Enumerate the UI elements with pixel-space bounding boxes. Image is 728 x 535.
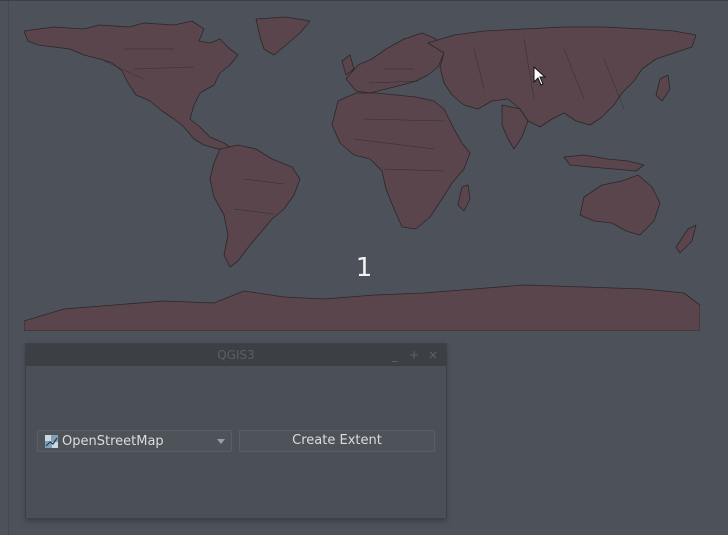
dialog-title: QGIS3	[217, 348, 255, 362]
mouse-cursor-icon	[533, 66, 547, 86]
layer-select-value: OpenStreetMap	[62, 433, 164, 449]
australia-shape	[579, 174, 661, 236]
indonesia-shape	[563, 154, 645, 172]
north-america-shape	[24, 20, 239, 156]
chevron-down-icon[interactable]	[217, 439, 225, 444]
antarctica-shape	[24, 284, 700, 331]
minimize-icon[interactable]: _	[392, 348, 398, 362]
asia-shape	[427, 26, 697, 128]
japan-shape	[655, 74, 671, 102]
layer-select[interactable]: OpenStreetMap	[37, 430, 232, 452]
greenland-shape	[255, 16, 311, 56]
close-icon[interactable]: ×	[428, 348, 439, 362]
world-map[interactable]	[24, 9, 700, 331]
africa-shape	[331, 92, 471, 230]
osm-layer-icon	[45, 434, 58, 448]
dialog-titlebar[interactable]: QGIS3 _ + ×	[26, 344, 446, 366]
south-america-shape	[209, 144, 301, 268]
map-annotation-label: 1	[355, 253, 373, 283]
maximize-icon[interactable]: +	[409, 348, 420, 362]
madagascar-shape	[457, 184, 471, 212]
qgis-dialog: QGIS3 _ + × OpenStreetMap Create Extent	[26, 344, 446, 518]
create-extent-button[interactable]: Create Extent	[239, 430, 435, 452]
europe-shape	[345, 32, 445, 94]
uk-shape	[341, 54, 355, 76]
new-zealand-shape	[675, 224, 697, 254]
india-shape	[501, 104, 529, 150]
